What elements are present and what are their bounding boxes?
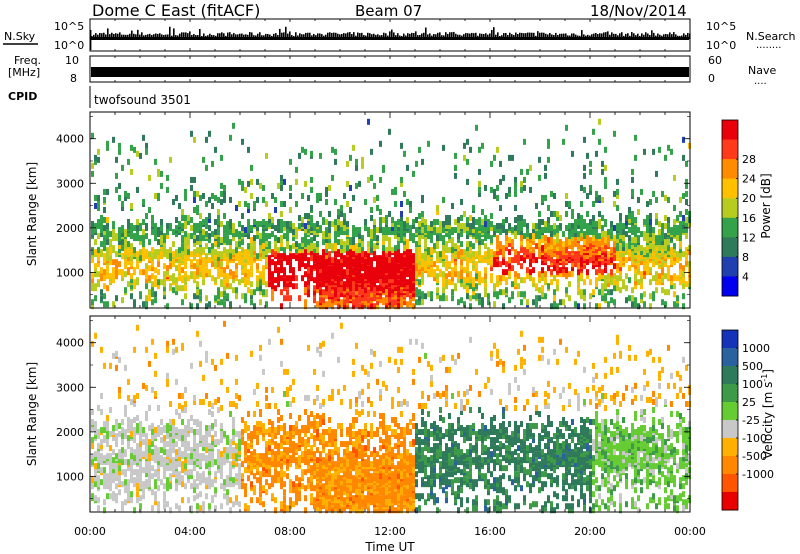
colorbar-tick-label: 16 (742, 212, 756, 225)
colorbar-segment (722, 474, 738, 493)
colorbar-segment (722, 120, 738, 141)
y-tick-label: 2000 (56, 222, 84, 235)
y-tick-label: 1000 (56, 470, 84, 483)
nave-dots: .... (754, 76, 767, 87)
freq-unit: [MHz] (8, 66, 40, 79)
velocity-colorbar-label-sup: -1 (760, 374, 769, 382)
velocity-colorbar: 1000 500 100 25 -25 -100 -500 -1000 (721, 329, 774, 511)
beam-title: Beam 07 (355, 2, 422, 20)
colorbar-tick-label: 100 (742, 378, 763, 391)
nsearch-tick-bottom: 10^0 (706, 39, 736, 52)
power-heatmap (91, 118, 691, 310)
velocity-colorbar-label: Velocity [m s-1] (760, 369, 775, 459)
freq-label: Freq. (14, 54, 41, 67)
colorbar-segment (722, 256, 738, 277)
date-title: 18/Nov/2014 (590, 2, 687, 20)
y-tick-label: 3000 (56, 177, 84, 190)
velocity-ylabel: Slant Range [km] (25, 362, 39, 466)
colorbar-tick-label: -25 (742, 414, 760, 427)
colorbar-tick-label: 25 (742, 396, 756, 409)
station-title: Dome C East (fitACF) (92, 1, 260, 20)
colorbar-segment (722, 492, 738, 511)
colorbar-segment (722, 217, 738, 238)
power-colorbar: 4 8 12 16 20 24 28 (721, 119, 756, 297)
cpid-label: CPID (8, 90, 37, 103)
colorbar-tick-label: 20 (742, 192, 756, 205)
power-colorbar-label: Power [dB] (759, 173, 773, 238)
velocity-colorbar-label-end: ] (761, 369, 775, 374)
colorbar-segment (722, 159, 738, 180)
nsearch-dots: ........ (756, 40, 781, 51)
nsky-tick-top: 10^5 (54, 20, 84, 33)
colorbar-tick-label: 8 (742, 251, 749, 264)
colorbar-segment (722, 348, 738, 367)
colorbar-segment (722, 384, 738, 403)
x-tick-label: 00:00 (674, 525, 706, 538)
velocity-heatmap (91, 320, 691, 514)
nsky-tick-bottom: 10^0 (54, 39, 84, 52)
time-x-axis: 00:00 04:00 08:00 12:00 16:00 20:00 00:00 (74, 19, 706, 538)
colorbar-segment (722, 198, 738, 219)
x-tick-label: 20:00 (574, 525, 606, 538)
colorbar-segment (722, 178, 738, 199)
x-tick-label: 08:00 (274, 525, 306, 538)
y-tick-label: 4000 (56, 133, 84, 146)
colorbar-tick-label: -500 (742, 450, 767, 463)
colorbar-tick-label: 4 (742, 270, 749, 283)
x-axis-label: Time UT (364, 540, 415, 554)
y-tick-label: 1000 (56, 266, 84, 279)
colorbar-segment (722, 456, 738, 475)
nsearch-tick-top: 10^5 (706, 20, 736, 33)
nsky-label: N.Sky (4, 30, 36, 43)
y-tick-label: 2000 (56, 426, 84, 439)
colorbar-tick-label: 28 (742, 153, 756, 166)
colorbar-tick-label: 12 (742, 231, 756, 244)
colorbar-segment (722, 438, 738, 457)
velocity-colorbar-label-main: Velocity [m s (761, 382, 775, 459)
colorbar-segment (722, 420, 738, 439)
freq-trace (91, 67, 689, 77)
freq-tick-bottom: 8 (70, 72, 77, 85)
velocity-y-axis: 1000 2000 3000 4000 (56, 320, 690, 499)
x-tick-label: 12:00 (374, 525, 406, 538)
colorbar-segment (722, 237, 738, 258)
cpid-program: twofsound 3501 (94, 93, 191, 107)
power-ylabel: Slant Range [km] (25, 162, 39, 266)
nave-label: Nave (748, 64, 776, 77)
x-tick-label: 16:00 (474, 525, 506, 538)
x-tick-label: 04:00 (174, 525, 206, 538)
colorbar-tick-label: 24 (742, 173, 756, 186)
power-y-axis: 1000 2000 3000 4000 (56, 116, 690, 295)
nave-tick-bottom: 0 (708, 72, 715, 85)
colorbar-tick-label: 1000 (742, 342, 770, 355)
freq-tick-top: 10 (65, 54, 79, 67)
nave-tick-top: 60 (708, 54, 722, 67)
colorbar-tick-label: 500 (742, 360, 763, 373)
x-tick-label: 00:00 (74, 525, 106, 538)
colorbar-segment (722, 402, 738, 421)
nsky-trace (90, 26, 691, 50)
nsearch-label: N.Search (746, 30, 796, 43)
y-tick-label: 4000 (56, 337, 84, 350)
colorbar-segment (722, 139, 738, 160)
colorbar-segment (722, 366, 738, 385)
colorbar-tick-label: -100 (742, 432, 767, 445)
colorbar-tick-label: -1000 (742, 468, 774, 481)
colorbar-segment (722, 276, 738, 297)
y-tick-label: 3000 (56, 381, 84, 394)
colorbar-segment (722, 330, 738, 349)
